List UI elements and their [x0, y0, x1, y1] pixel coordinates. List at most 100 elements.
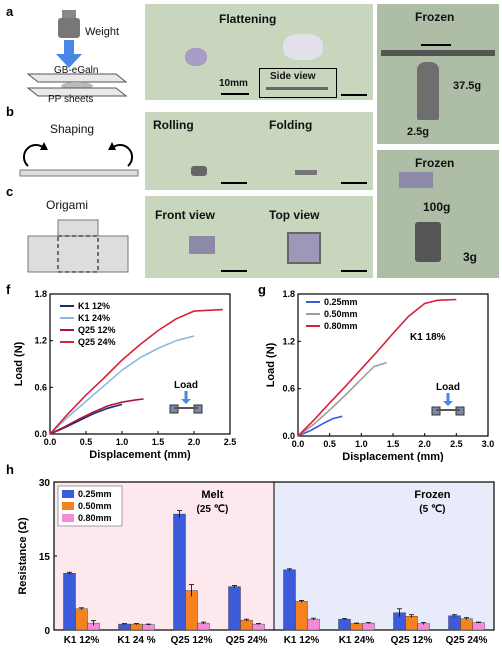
g-load-arrow-head — [443, 401, 453, 406]
panel-label-g: g — [258, 282, 266, 297]
h-legend-label-1: 0.50mm — [78, 501, 112, 511]
f-plot-frame — [49, 293, 231, 435]
f-xtick-label: 0.0 — [44, 437, 57, 447]
rolling-label: Rolling — [153, 118, 194, 132]
h-bar — [362, 622, 375, 631]
h-bar — [460, 618, 473, 631]
f-xtick-label: 1.0 — [116, 437, 129, 447]
rolled-sample — [191, 166, 207, 176]
f-xtick-label: 2.5 — [224, 437, 237, 447]
weight-value-e2: 3g — [463, 250, 478, 264]
h-legend-swatch-0 — [62, 490, 74, 498]
curve-arrow-right-icon — [108, 142, 116, 150]
g-xtick-label: 2.5 — [450, 439, 463, 449]
g-legend-label-1: 0.50mm — [324, 309, 358, 319]
h-ytick-label: 30 — [39, 478, 51, 489]
scale-bar-top — [341, 270, 367, 272]
pp-sheet-top — [26, 73, 128, 83]
shaping-schematic — [19, 142, 139, 177]
h-bar — [405, 615, 418, 631]
flattening-title: Flattening — [219, 12, 277, 26]
arrow-shaft — [64, 40, 74, 54]
f-legend-label-0: K1 12% — [78, 301, 110, 311]
h-category-label: K1 12% — [284, 635, 320, 646]
h-category-label: K1 12% — [64, 635, 100, 646]
g-series-line-1 — [297, 361, 387, 437]
g-ytick-label: 0.6 — [282, 384, 295, 394]
scale-bar-2 — [341, 94, 367, 96]
weight-value-d2: 2.5g — [407, 126, 430, 138]
h-bar — [448, 615, 461, 631]
curve-arrow-left-icon — [40, 142, 48, 150]
g-legend-label-0: 0.25mm — [324, 297, 358, 307]
g-load-label: Load — [436, 382, 460, 393]
h-bar — [130, 623, 143, 631]
f-legend-label-3: Q25 24% — [78, 337, 116, 347]
folding-label: Folding — [269, 118, 313, 132]
h-bar — [173, 513, 186, 631]
g-xtick-label: 1.0 — [355, 439, 368, 449]
flattening-photo: Flattening 10mm Side view — [145, 4, 373, 100]
panel-label-h: h — [6, 462, 14, 477]
panel-label-b: b — [6, 104, 14, 119]
chart-h: Melt (25 ℃) Frozen (5 ℃) 0 15 30 Resistance (Ω)… — [17, 478, 495, 646]
side-view-film — [266, 87, 328, 90]
frozen-weight-photo-e: Frozen 100g 3g — [377, 150, 499, 278]
f-ytick-label: 1.8 — [34, 289, 47, 299]
scale-bar-front — [221, 270, 247, 272]
f-series-line-3 — [49, 308, 223, 435]
flattened-blob-small — [185, 48, 207, 66]
flattened-blob-large — [283, 34, 323, 60]
weight-top — [62, 10, 76, 18]
side-view-label: Side view — [270, 71, 316, 82]
g-annotation: K1 18% — [410, 332, 446, 343]
shaping-title: Shaping — [50, 122, 95, 136]
frozen-strip-d — [381, 50, 495, 56]
f-xtick-label: 0.5 — [80, 437, 93, 447]
h-bar — [75, 608, 88, 631]
chart-f: 0.0 0.5 1.0 1.5 2.0 2.5 0.0 0.6 1.2 1.8 Displaceme… — [13, 289, 237, 461]
gbegain-label: GB-eGaln — [54, 65, 99, 76]
g-yaxis-label: Load (N) — [265, 342, 277, 387]
chart-g: 0.0 0.5 1.0 1.5 2.0 2.5 3.0 0.0 0.6 1.2 1.8 Displac… — [265, 289, 494, 462]
f-legend-label-1: K1 24% — [78, 313, 110, 323]
g-xaxis-label: Displacement (mm) — [342, 451, 444, 462]
h-bar — [63, 573, 76, 631]
scale-bar — [221, 93, 249, 95]
f-series-line-1 — [49, 335, 195, 435]
f-xtick-label: 1.5 — [152, 437, 165, 447]
weight-value-e1: 100g — [423, 200, 451, 214]
frozen-sample-e — [399, 172, 433, 188]
pp-sheets-label: PP sheets — [48, 94, 94, 105]
side-view-box: Side view — [259, 68, 337, 98]
g-legend-label-2: 0.80mm — [324, 321, 358, 331]
frozen-label-e: Frozen — [415, 156, 455, 170]
top-view-label: Top view — [269, 208, 320, 222]
g-xtick-label: 0.0 — [292, 439, 305, 449]
panel-label-f: f — [6, 282, 11, 297]
origami-title: Origami — [46, 198, 89, 212]
h-bar — [252, 623, 265, 631]
arrow-down-icon — [56, 54, 82, 68]
h-bar — [338, 618, 351, 631]
h-yaxis-label: Resistance (Ω) — [17, 517, 29, 595]
f-legend-label-2: Q25 12% — [78, 325, 116, 335]
f-ytick-label: 1.2 — [34, 336, 47, 346]
melt-label: Melt — [201, 489, 223, 501]
h-category-label: Q25 24% — [446, 635, 488, 646]
origami-schematic — [27, 219, 129, 273]
frozen-label-d: Frozen — [415, 10, 455, 24]
front-view-label: Front view — [155, 208, 216, 222]
scale-label: 10mm — [219, 78, 248, 89]
h-category-label: Q25 24% — [226, 635, 268, 646]
f-xaxis-label: Displacement (mm) — [89, 449, 191, 461]
h-legend-swatch-2 — [62, 514, 74, 522]
frozen-weight-photo-d: Frozen 37.5g 2.5g — [377, 4, 499, 144]
h-category-label: K1 24 % — [117, 635, 155, 646]
h-bar — [240, 619, 253, 631]
g-series-line-0 — [297, 415, 343, 437]
h-legend-label-2: 0.80mm — [78, 513, 112, 523]
h-category-label: Q25 12% — [391, 635, 433, 646]
origami-front-sample — [189, 236, 215, 254]
h-bar — [142, 624, 155, 631]
